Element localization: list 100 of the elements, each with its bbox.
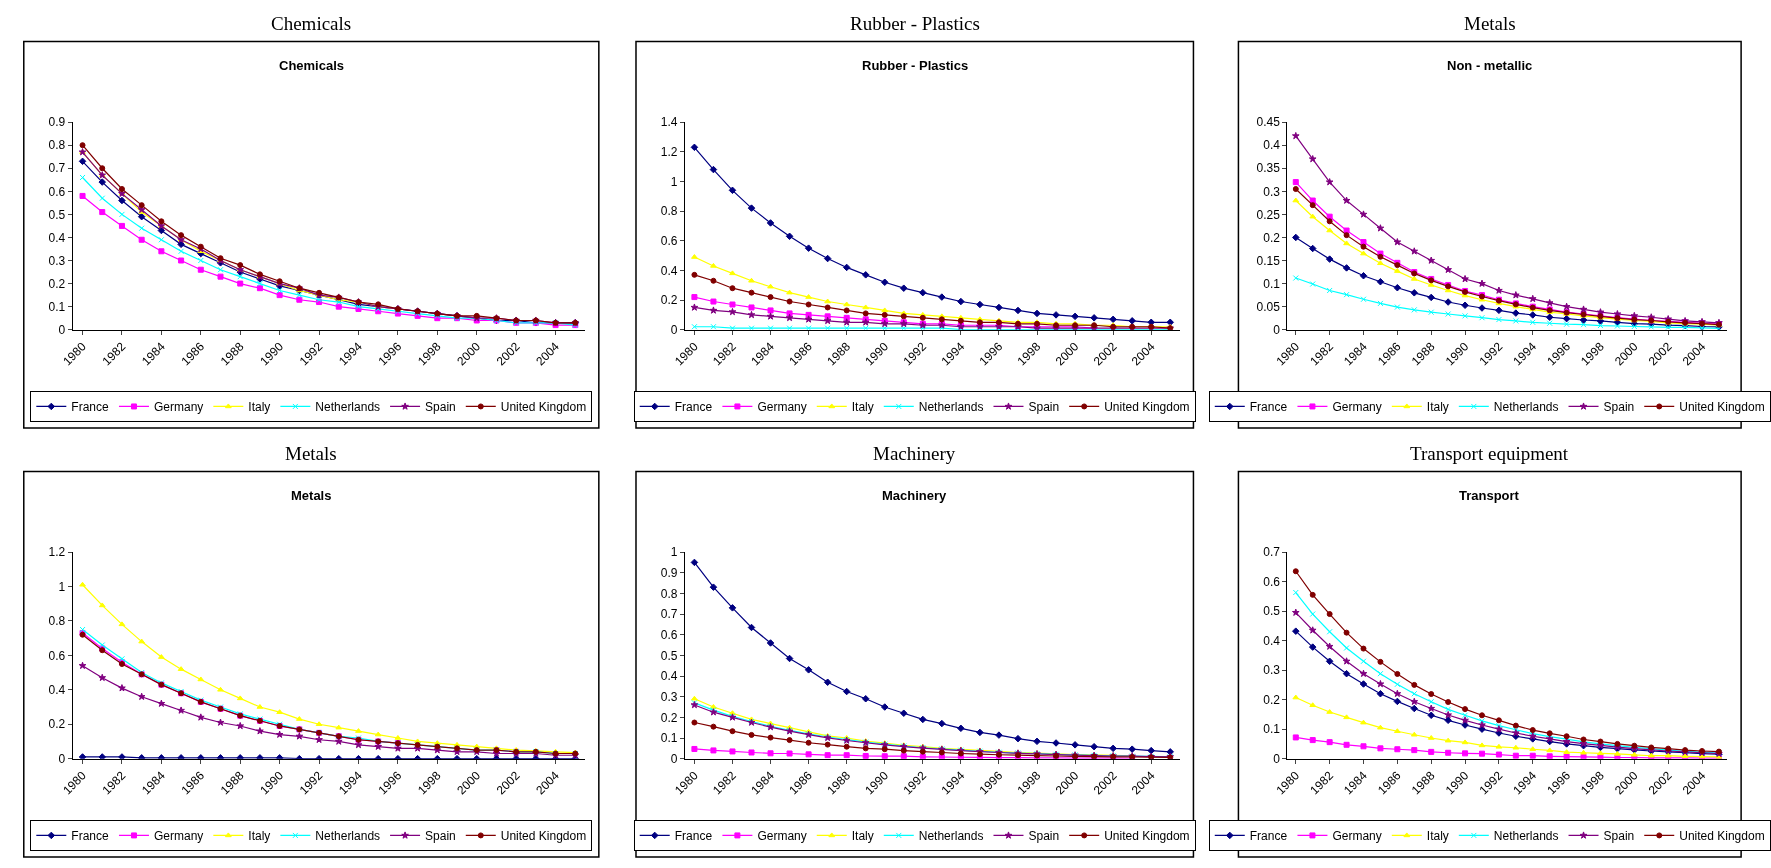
- chart-subtitle: Machinery: [882, 488, 948, 503]
- y-tick-label: 1: [58, 579, 66, 594]
- y-tick-label: 0.9: [48, 115, 66, 130]
- legend-label: Spain: [1028, 400, 1060, 415]
- y-tick-label: 0.4: [1263, 633, 1281, 648]
- y-tick-label: 0.1: [660, 731, 678, 746]
- legend-label: Germany: [757, 829, 807, 844]
- legend-label: Italy: [248, 400, 271, 415]
- legend-label: France: [1249, 829, 1288, 844]
- legend-label: Netherlands: [1493, 829, 1559, 844]
- y-tick-label: 0: [670, 322, 678, 337]
- y-tick-label: 0.1: [1263, 722, 1281, 737]
- y-tick-label: 1.4: [660, 115, 678, 130]
- y-tick-label: 0.9: [660, 565, 678, 580]
- legend-label: Italy: [248, 829, 271, 844]
- y-tick-label: 0.45: [1256, 115, 1281, 130]
- legend-label: Germany: [757, 400, 807, 415]
- legend-label: United Kingdom: [1104, 829, 1190, 844]
- legend-label: Germany: [1332, 400, 1382, 415]
- legend-label: France: [674, 400, 713, 415]
- y-tick-label: 0.7: [48, 161, 66, 176]
- legend-label: Netherlands: [1493, 400, 1559, 415]
- chart-title: Metals: [285, 443, 337, 464]
- y-tick-label: 0.7: [660, 607, 678, 622]
- y-tick-label: 0.6: [48, 648, 66, 663]
- legend-label: United Kingdom: [1104, 400, 1190, 415]
- legend-label: United Kingdom: [1679, 829, 1765, 844]
- chart-title: Metals: [1464, 13, 1516, 34]
- y-tick-label: 0.6: [660, 627, 678, 642]
- y-tick-label: 0.5: [1263, 604, 1281, 619]
- y-tick-label: 0: [670, 751, 678, 766]
- y-tick-label: 0.4: [660, 669, 678, 684]
- legend-label: Germany: [153, 400, 204, 415]
- y-tick-label: 1: [670, 174, 678, 189]
- y-tick-label: 0.1: [1263, 276, 1281, 291]
- legend-label: Spain: [1603, 400, 1635, 415]
- legend-label: United Kingdom: [500, 829, 587, 844]
- legend-label: Netherlands: [315, 400, 381, 415]
- y-tick-label: 0.35: [1256, 161, 1281, 176]
- legend-label: Netherlands: [315, 829, 381, 844]
- chart-subtitle: Chemicals: [279, 58, 345, 73]
- y-tick-label: 0.2: [48, 276, 66, 291]
- y-tick-label: 0.6: [1263, 574, 1281, 589]
- y-tick-label: 0.4: [660, 263, 678, 278]
- y-tick-label: 0: [58, 322, 66, 337]
- chart-subtitle: Non - metallic: [1447, 58, 1533, 73]
- chart-subtitle: Rubber - Plastics: [862, 58, 969, 73]
- y-tick-label: 0.5: [660, 648, 678, 663]
- y-tick-label: 0.8: [48, 614, 66, 629]
- y-tick-label: 0.25: [1256, 207, 1281, 222]
- y-tick-label: 0: [1273, 751, 1281, 766]
- y-tick-label: 0.2: [48, 717, 66, 732]
- y-tick-label: 0.05: [1256, 299, 1281, 314]
- legend-label: Netherlands: [918, 400, 984, 415]
- y-tick-label: 0.6: [48, 184, 66, 199]
- y-tick-label: 0.6: [660, 233, 678, 248]
- chart-title: Rubber - Plastics: [850, 13, 980, 34]
- legend-label: Italy: [851, 400, 874, 415]
- y-tick-label: 0.2: [660, 293, 678, 308]
- legend-label: Spain: [1603, 829, 1635, 844]
- y-tick-label: 0.3: [48, 253, 66, 268]
- y-tick-label: 0.3: [1263, 663, 1281, 678]
- y-tick-label: 0.3: [1263, 184, 1281, 199]
- legend-label: Italy: [1426, 400, 1449, 415]
- y-tick-label: 0.8: [48, 138, 66, 153]
- legend-label: Italy: [1426, 829, 1449, 844]
- legend-label: France: [1249, 400, 1288, 415]
- y-tick-label: 0.4: [1263, 138, 1281, 153]
- chart-title: Transport equipment: [1410, 443, 1569, 464]
- y-tick-label: 0.15: [1256, 253, 1281, 268]
- legend-label: France: [71, 400, 109, 415]
- y-tick-label: 0.1: [48, 299, 66, 314]
- chart-title: Machinery: [873, 443, 956, 464]
- y-tick-label: 0.4: [48, 230, 66, 245]
- legend-label: United Kingdom: [1679, 400, 1765, 415]
- y-tick-label: 0: [58, 751, 66, 766]
- chart-subtitle: Transport: [1459, 488, 1520, 503]
- y-tick-label: 0.5: [48, 207, 66, 222]
- y-tick-label: 0: [1273, 322, 1281, 337]
- y-tick-label: 0.3: [660, 689, 678, 704]
- chart-subtitle: Metals: [291, 488, 332, 503]
- y-tick-label: 1.2: [660, 144, 678, 159]
- legend-label: Germany: [153, 829, 204, 844]
- y-tick-label: 1.2: [48, 545, 66, 560]
- legend-label: France: [71, 829, 109, 844]
- y-tick-label: 0.2: [660, 710, 678, 725]
- legend-label: United Kingdom: [500, 400, 587, 415]
- y-tick-label: 0.8: [660, 586, 678, 601]
- legend-label: Spain: [1028, 829, 1060, 844]
- y-tick-label: 1: [670, 545, 678, 560]
- y-tick-label: 0.2: [1263, 230, 1281, 245]
- chart-title: Chemicals: [271, 13, 352, 34]
- legend-label: Spain: [425, 400, 456, 415]
- legend-label: Spain: [425, 829, 456, 844]
- y-tick-label: 0.2: [1263, 692, 1281, 707]
- y-tick-label: 0.8: [660, 204, 678, 219]
- legend-label: Netherlands: [918, 829, 984, 844]
- y-tick-label: 0.7: [1263, 545, 1281, 560]
- y-tick-label: 0.4: [48, 683, 66, 697]
- legend-label: Italy: [851, 829, 874, 844]
